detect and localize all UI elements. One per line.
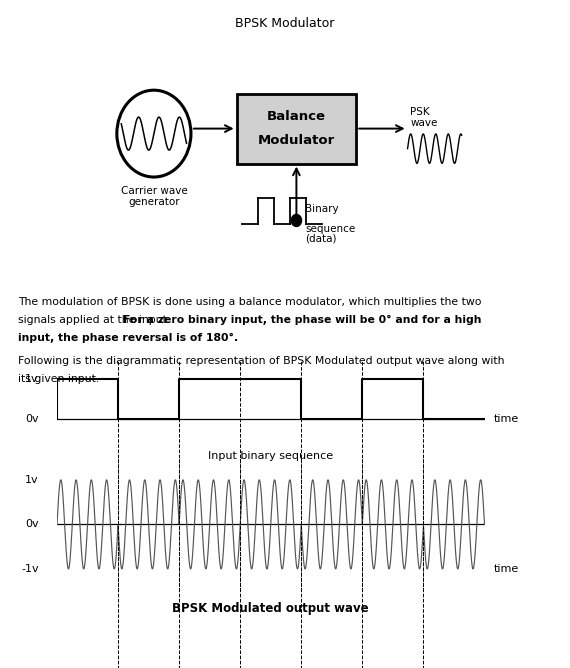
Text: BPSK Modulated output wave: BPSK Modulated output wave bbox=[173, 603, 369, 615]
Text: BPSK Modulator: BPSK Modulator bbox=[235, 17, 335, 29]
Text: time: time bbox=[494, 564, 519, 574]
Text: 1v: 1v bbox=[25, 374, 39, 384]
Text: signals applied at the input.: signals applied at the input. bbox=[18, 315, 174, 325]
Text: 1v: 1v bbox=[25, 475, 39, 485]
Text: sequence: sequence bbox=[305, 224, 355, 234]
Text: time: time bbox=[494, 414, 519, 424]
Text: its given input.: its given input. bbox=[18, 374, 100, 384]
Text: Modulator: Modulator bbox=[258, 134, 335, 147]
Text: 0v: 0v bbox=[25, 520, 39, 529]
Text: generator: generator bbox=[128, 197, 180, 207]
Text: The modulation of BPSK is done using a balance modulator, which multiplies the t: The modulation of BPSK is done using a b… bbox=[18, 297, 482, 307]
Text: Balance: Balance bbox=[267, 110, 326, 123]
Text: (data): (data) bbox=[305, 234, 336, 244]
Text: Carrier wave: Carrier wave bbox=[120, 186, 188, 196]
Text: input, the phase reversal is of 180°.: input, the phase reversal is of 180°. bbox=[18, 333, 238, 343]
Text: For a zero binary input, the phase will be 0° and for a high: For a zero binary input, the phase will … bbox=[123, 315, 481, 325]
FancyBboxPatch shape bbox=[237, 94, 356, 164]
Text: PSK: PSK bbox=[410, 107, 430, 117]
Text: Input binary sequence: Input binary sequence bbox=[208, 451, 333, 461]
Text: Following is the diagrammatic representation of BPSK Modulated output wave along: Following is the diagrammatic representa… bbox=[18, 356, 505, 366]
Text: 0v: 0v bbox=[25, 414, 39, 424]
Text: -1v: -1v bbox=[21, 564, 39, 574]
Circle shape bbox=[291, 214, 302, 226]
Text: Binary: Binary bbox=[305, 204, 339, 214]
Text: wave: wave bbox=[410, 118, 438, 128]
